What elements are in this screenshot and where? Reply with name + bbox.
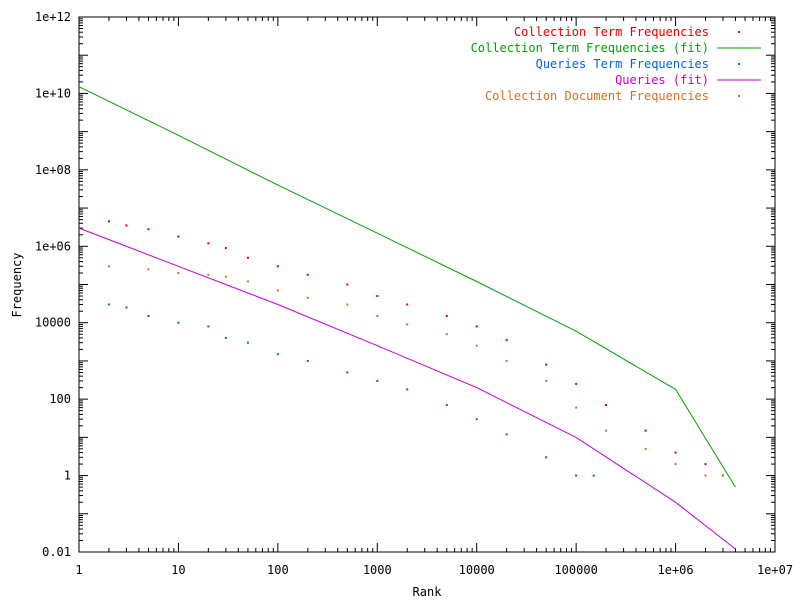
data-point xyxy=(644,447,647,450)
series-line xyxy=(78,227,736,550)
data-point xyxy=(224,336,227,339)
x-tick-label: 1e+07 xyxy=(757,563,793,577)
y-tick-label: 1e+08 xyxy=(35,163,71,177)
data-point xyxy=(224,247,227,250)
data-point xyxy=(207,273,210,276)
x-tick-label: 1 xyxy=(75,563,82,577)
legend-label: Collection Term Frequencies (fit) xyxy=(471,41,709,55)
data-point xyxy=(224,275,227,278)
data-point xyxy=(276,265,279,268)
data-point xyxy=(592,474,595,477)
data-point xyxy=(306,296,309,299)
data-point xyxy=(704,474,707,477)
data-point xyxy=(107,220,110,223)
data-point xyxy=(406,388,409,391)
data-point xyxy=(475,418,478,421)
x-tick-label: 10 xyxy=(171,563,185,577)
data-point xyxy=(575,382,578,385)
data-point xyxy=(445,333,448,336)
data-point xyxy=(575,406,578,409)
x-tick-label: 100000 xyxy=(554,563,597,577)
x-tick-label: 1e+06 xyxy=(658,563,694,577)
data-point xyxy=(505,339,508,342)
data-point xyxy=(177,321,180,324)
data-point xyxy=(147,228,150,231)
y-tick-label: 1e+12 xyxy=(35,10,71,24)
data-point xyxy=(505,433,508,436)
data-point xyxy=(545,456,548,459)
data-point xyxy=(376,379,379,382)
data-point xyxy=(445,404,448,407)
y-axis-label: Frequency xyxy=(10,252,24,317)
data-point xyxy=(246,280,249,283)
y-tick-label: 10000 xyxy=(35,316,71,330)
legend-label: Queries (fit) xyxy=(615,73,709,87)
data-point xyxy=(107,265,110,268)
data-point xyxy=(177,235,180,238)
data-point xyxy=(306,273,309,276)
legend-swatch xyxy=(738,63,740,65)
data-point xyxy=(276,353,279,356)
data-point xyxy=(246,256,249,259)
y-tick-label: 0.01 xyxy=(42,545,71,559)
data-point xyxy=(346,303,349,306)
data-point xyxy=(276,289,279,292)
data-point xyxy=(346,371,349,374)
y-tick-label: 1 xyxy=(64,469,71,483)
legend-label: Collection Document Frequencies xyxy=(485,89,709,103)
data-point xyxy=(406,323,409,326)
data-point xyxy=(306,359,309,362)
legend-label: Collection Term Frequencies xyxy=(514,25,709,39)
series-layer xyxy=(78,86,736,550)
data-point xyxy=(207,242,210,245)
data-point xyxy=(376,314,379,317)
data-point xyxy=(147,314,150,317)
y-tick-label: 1e+10 xyxy=(35,86,71,100)
legend: Collection Term Frequencies Collection Te… xyxy=(471,25,761,103)
axis-ticks: 1 10 100 1000 10000 100000 1e+06 1e+07 0.01 1 100 1… xyxy=(35,10,793,577)
y-tick-label: 100 xyxy=(49,392,71,406)
data-point xyxy=(445,314,448,317)
data-point xyxy=(346,283,349,286)
data-point xyxy=(475,344,478,347)
data-point xyxy=(545,379,548,382)
data-point xyxy=(475,325,478,328)
data-point xyxy=(575,474,578,477)
x-tick-label: 1000 xyxy=(363,563,392,577)
data-point xyxy=(246,341,249,344)
legend-label: Queries Term Frequencies xyxy=(536,57,709,71)
data-point xyxy=(605,404,608,407)
y-tick-label: 1e+06 xyxy=(35,239,71,253)
data-point xyxy=(125,224,128,227)
series-line xyxy=(78,86,736,488)
data-point xyxy=(147,268,150,271)
x-axis-label: Rank xyxy=(413,585,443,599)
data-point xyxy=(125,306,128,309)
data-point xyxy=(177,271,180,274)
data-point xyxy=(704,463,707,466)
data-point xyxy=(674,451,677,454)
data-point xyxy=(107,303,110,306)
data-point xyxy=(722,474,725,477)
data-point xyxy=(207,325,210,328)
data-point xyxy=(545,363,548,366)
x-tick-label: 100 xyxy=(267,563,289,577)
data-point xyxy=(644,429,647,432)
legend-swatch xyxy=(738,31,740,33)
data-point xyxy=(674,463,677,466)
data-point xyxy=(605,429,608,432)
data-point xyxy=(376,295,379,298)
legend-swatch xyxy=(738,95,740,97)
data-point xyxy=(505,359,508,362)
data-point xyxy=(406,303,409,306)
x-tick-label: 10000 xyxy=(459,563,495,577)
